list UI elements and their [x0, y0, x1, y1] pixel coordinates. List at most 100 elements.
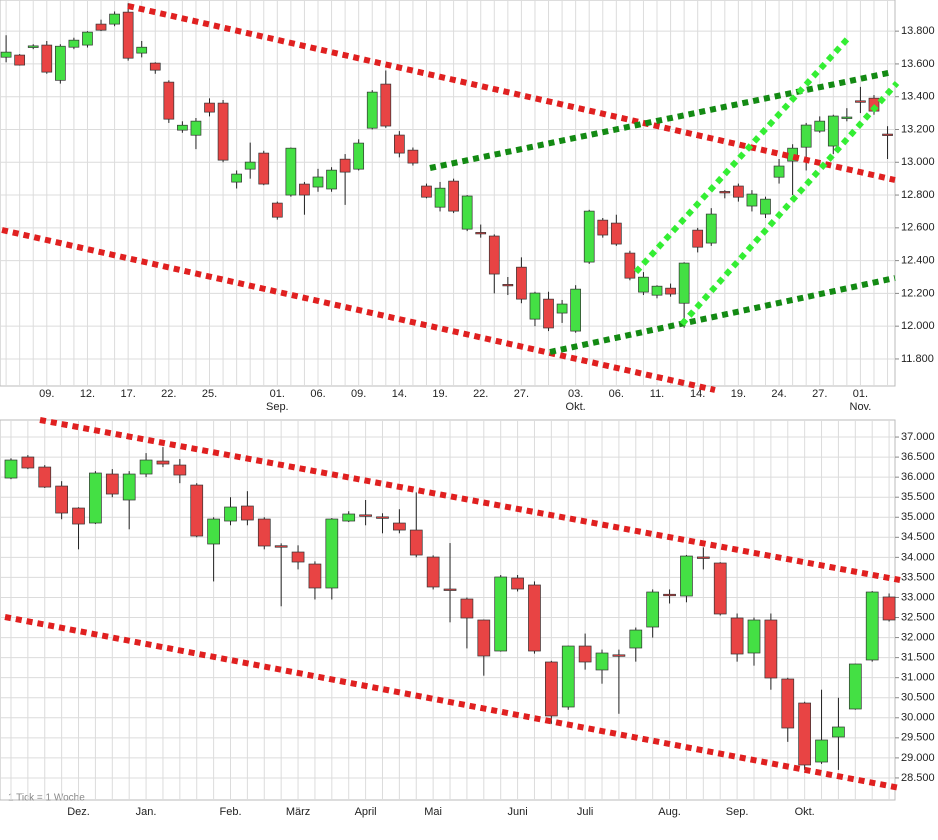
- candle-body: [841, 116, 853, 119]
- candle-body: [651, 285, 663, 296]
- candle-body: [692, 229, 704, 248]
- candle-body: [545, 661, 558, 717]
- x-tick-label: Mai: [424, 806, 442, 818]
- candle-body: [434, 187, 446, 208]
- y-tick-label: 35.500: [901, 491, 935, 503]
- candle-body: [4, 459, 18, 479]
- x-tick-label: 14.: [392, 388, 407, 400]
- candle-body: [353, 142, 365, 170]
- candle-body: [773, 165, 785, 178]
- candle-body: [494, 576, 508, 652]
- candle-body: [122, 11, 134, 59]
- candle-body: [827, 115, 839, 147]
- candle-body: [638, 276, 649, 293]
- candle-body: [156, 460, 170, 465]
- candle-body: [291, 551, 305, 563]
- candle-body: [190, 120, 202, 136]
- x-tick-label: 01.: [270, 388, 285, 400]
- y-tick-label: 32.500: [901, 611, 935, 623]
- candle-body: [578, 645, 592, 663]
- candle-body: [730, 617, 744, 655]
- x-tick-label: Sep.: [266, 401, 289, 413]
- candle-body: [14, 54, 26, 66]
- x-tick-label: 01.: [853, 388, 868, 400]
- candle-body: [629, 629, 643, 649]
- candle-body: [865, 591, 879, 661]
- trendline: [39, 417, 901, 583]
- x-tick-label: Okt.: [566, 401, 586, 413]
- candle-body: [285, 147, 297, 196]
- candle-body: [82, 31, 93, 46]
- candle-body: [394, 134, 405, 154]
- y-tick-label: 12.400: [901, 255, 935, 267]
- candle-body: [713, 562, 727, 615]
- candle-body: [72, 507, 85, 525]
- y-tick-label: 34.000: [901, 551, 935, 563]
- candle-body: [678, 262, 690, 304]
- y-tick-label: 36.000: [901, 471, 935, 483]
- x-tick-label: Juli: [577, 806, 594, 818]
- candle-body: [342, 513, 356, 522]
- candle-body: [393, 522, 406, 531]
- y-tick-label: 30.500: [901, 692, 935, 704]
- y-tick-label: 30.000: [901, 712, 935, 724]
- trendline: [549, 275, 896, 355]
- candle-body: [136, 46, 148, 54]
- candle-body: [177, 124, 188, 131]
- candle-body: [217, 102, 229, 161]
- candle-body: [68, 39, 80, 48]
- candle-body: [488, 235, 500, 275]
- candle-body: [55, 485, 68, 514]
- candle-body: [764, 619, 778, 679]
- y-tick-label: 13.400: [901, 91, 935, 103]
- candle-body: [325, 518, 339, 589]
- x-tick-label: März: [286, 806, 310, 818]
- candle-body: [376, 516, 389, 519]
- trendline: [633, 33, 853, 275]
- candle-body: [798, 702, 812, 766]
- candle-body: [308, 563, 322, 589]
- candle-body: [511, 577, 524, 590]
- y-tick-label: 36.500: [901, 451, 935, 463]
- y-tick-label: 12.200: [901, 287, 935, 299]
- x-tick-label: 22.: [161, 388, 176, 400]
- candle-body: [556, 303, 568, 314]
- candle-body: [502, 284, 514, 287]
- x-tick-label: Nov.: [850, 401, 872, 413]
- candle-body: [257, 518, 271, 547]
- x-tick-label: 24.: [771, 388, 786, 400]
- x-tick-label: 19.: [432, 388, 447, 400]
- candle-body: [258, 152, 270, 185]
- candle-body: [122, 473, 136, 501]
- candle-body: [421, 185, 432, 198]
- x-tick-label: 14.: [690, 388, 705, 400]
- footnote: 1 Tick = 1 Woche: [8, 793, 85, 804]
- y-tick-label: 34.500: [901, 531, 935, 543]
- x-tick-label: 11.: [650, 388, 664, 400]
- y-tick-label: 12.600: [901, 222, 935, 234]
- y-tick-label: 13.800: [901, 25, 935, 37]
- candle-body: [207, 518, 220, 545]
- candle-body: [663, 593, 676, 597]
- candle-body: [204, 102, 215, 113]
- candle-body: [882, 596, 896, 621]
- x-tick-label: Aug.: [658, 806, 681, 818]
- candle-body: [815, 739, 828, 763]
- y-tick-label: 12.000: [901, 320, 935, 332]
- candle-body: [460, 598, 474, 619]
- candle-body: [359, 514, 372, 517]
- candle-body: [477, 619, 491, 657]
- plot-area: [0, 419, 896, 801]
- y-tick-label: 28.500: [901, 772, 935, 784]
- candle-body: [0, 51, 12, 58]
- candle-body: [561, 645, 575, 708]
- candle-body: [139, 459, 153, 475]
- candle-body: [832, 726, 845, 738]
- candle-body: [299, 183, 310, 196]
- y-tick-label: 31.000: [901, 672, 935, 684]
- x-tick-label: 09.: [351, 388, 366, 400]
- y-tick-label: 33.500: [901, 571, 935, 583]
- candle-body: [231, 173, 242, 183]
- x-tick-label: 06.: [609, 388, 624, 400]
